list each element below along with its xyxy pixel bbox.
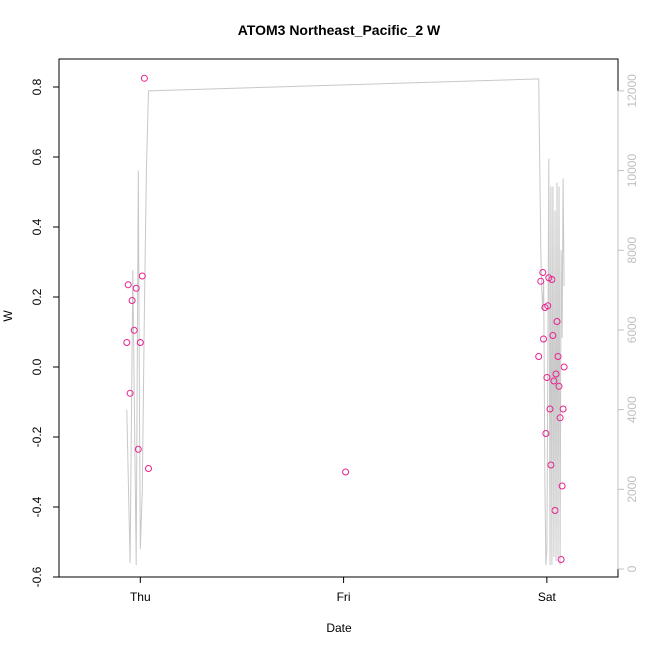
right-y-tick-label: 12000 <box>625 74 639 108</box>
y-tick-label: 0.6 <box>30 148 44 165</box>
y-tick-label: 0.8 <box>30 78 44 95</box>
y-tick-label: -0.4 <box>30 496 44 517</box>
plot-border <box>58 58 619 578</box>
right-y-tick-label: 10000 <box>625 154 639 188</box>
right-y-tick-label: 2000 <box>625 476 639 503</box>
y-tick-label: -0.6 <box>30 566 44 587</box>
data-point <box>547 461 555 469</box>
data-point <box>130 326 138 334</box>
x-axis-label: Date <box>326 621 352 635</box>
data-point <box>555 382 563 390</box>
data-point <box>537 277 545 285</box>
right-axis: 0 2000 4000 6000 8000 10000 12000 <box>617 74 639 572</box>
data-point <box>539 269 547 276</box>
y-tick-label: 0.4 <box>30 218 44 235</box>
data-point <box>554 353 562 360</box>
chart-title: ATOM3 Northeast_Pacific_2 W <box>238 22 441 38</box>
data-point <box>551 507 559 514</box>
x-tick-label: Thu <box>130 590 151 604</box>
x-tick-label: Sat <box>538 590 557 604</box>
data-point <box>557 556 565 563</box>
y-axis-label: W <box>1 310 15 322</box>
data-point <box>134 445 142 453</box>
plot-frame <box>58 58 619 578</box>
right-y-tick-label: 6000 <box>625 316 639 343</box>
right-y-tick-label: 4000 <box>625 396 639 423</box>
bottom-axis: Thu Fri Sat <box>130 576 557 604</box>
right-y-tick-label: 8000 <box>625 237 639 264</box>
data-point <box>559 405 567 413</box>
data-point <box>342 468 350 476</box>
data-point <box>553 318 561 325</box>
data-point <box>543 374 551 381</box>
data-point <box>128 297 136 304</box>
data-point <box>123 339 131 346</box>
data-point <box>558 482 566 490</box>
series-line-right-axis <box>126 78 565 566</box>
y-tick-label: -0.2 <box>30 426 44 447</box>
data-point <box>549 332 557 339</box>
data-point <box>546 405 554 413</box>
data-point <box>138 272 146 280</box>
data-point <box>140 74 148 82</box>
right-y-tick-label: 0 <box>625 565 639 572</box>
data-point <box>560 363 568 371</box>
data-point <box>535 353 543 360</box>
data-point <box>544 302 552 310</box>
series-line-path <box>126 78 565 566</box>
data-point <box>548 276 556 283</box>
data-point <box>124 281 132 289</box>
data-point <box>542 430 550 437</box>
series-points <box>123 74 568 563</box>
y-tick-label: 0.0 <box>30 358 44 375</box>
data-point <box>552 370 560 378</box>
data-point <box>540 335 547 343</box>
data-point <box>136 339 144 346</box>
x-tick-label: Fri <box>337 590 351 604</box>
y-tick-label: 0.2 <box>30 288 44 305</box>
data-point <box>550 377 558 385</box>
data-point <box>556 414 564 422</box>
left-axis: -0.6 -0.4 -0.2 0.0 0.2 0.4 0.6 0.8 <box>30 78 60 587</box>
data-point <box>145 465 152 472</box>
data-point <box>126 389 134 397</box>
data-point <box>132 284 140 292</box>
